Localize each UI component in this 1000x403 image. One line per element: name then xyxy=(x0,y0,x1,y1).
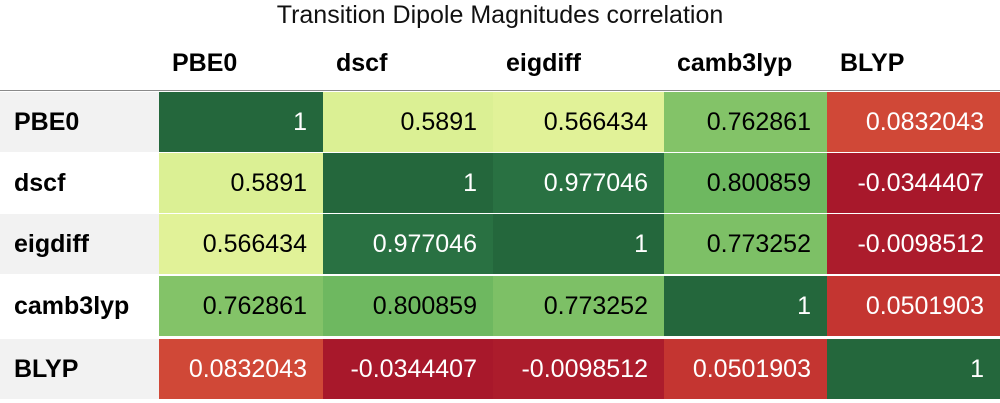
chart-title: Transition Dipole Magnitudes correlation xyxy=(276,1,724,29)
heatmap-cell: 0.566434 xyxy=(159,214,323,274)
column-header-blyp: BLYP xyxy=(840,49,905,77)
heatmap-cell: 0.773252 xyxy=(664,214,827,274)
heatmap-cell: 0.0832043 xyxy=(159,339,323,399)
row-header-blyp: BLYP xyxy=(0,339,159,399)
heatmap-cell: 0.977046 xyxy=(323,214,493,274)
heatmap-cell: -0.0344407 xyxy=(323,339,493,399)
row-header-pbe0: PBE0 xyxy=(0,92,159,152)
header-divider xyxy=(0,90,1000,91)
column-header-dscf: dscf xyxy=(336,49,388,77)
heatmap-cell: 0.773252 xyxy=(493,276,664,336)
heatmap-cell: 0.0832043 xyxy=(827,92,1000,152)
heatmap-cell: 0.0501903 xyxy=(827,276,1000,336)
heatmap-cell: -0.0344407 xyxy=(827,153,1000,213)
heatmap-cell: 0.566434 xyxy=(493,92,664,152)
heatmap-cell: 1 xyxy=(493,214,664,274)
column-header-eigdiff: eigdiff xyxy=(506,49,581,77)
heatmap-cell: 0.5891 xyxy=(159,153,323,213)
row-header-dscf: dscf xyxy=(0,153,159,213)
heatmap-cell: 0.800859 xyxy=(664,153,827,213)
heatmap-cell: 1 xyxy=(827,339,1000,399)
heatmap-cell: -0.0098512 xyxy=(493,339,664,399)
column-header-camb3lyp: camb3lyp xyxy=(677,49,793,77)
heatmap-cell: 1 xyxy=(323,153,493,213)
heatmap-cell: 0.762861 xyxy=(159,276,323,336)
heatmap-cell: 1 xyxy=(664,276,827,336)
column-header-pbe0: PBE0 xyxy=(172,49,238,77)
row-header-eigdiff: eigdiff xyxy=(0,214,159,274)
heatmap-cell: -0.0098512 xyxy=(827,214,1000,274)
heatmap-cell: 0.5891 xyxy=(323,92,493,152)
heatmap-cell: 0.0501903 xyxy=(664,339,827,399)
row-header-camb3lyp: camb3lyp xyxy=(0,276,159,336)
heatmap-cell: 1 xyxy=(159,92,323,152)
heatmap-cell: 0.800859 xyxy=(323,276,493,336)
heatmap-cell: 0.977046 xyxy=(493,153,664,213)
heatmap-cell: 0.762861 xyxy=(664,92,827,152)
